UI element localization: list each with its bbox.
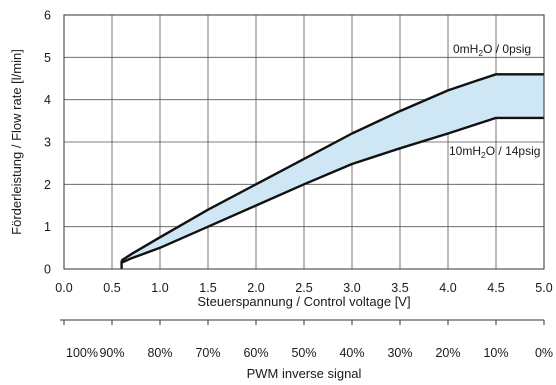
flow-band-area bbox=[121, 74, 544, 263]
series-label-0psig-b: O / 0psig bbox=[483, 42, 531, 56]
x-tick-label: 3.5 bbox=[391, 281, 408, 295]
y-tick-label: 3 bbox=[44, 136, 51, 150]
series-label-0psig: 0mH2O / 0psig bbox=[453, 42, 531, 58]
x-axis-title: Steuerspannung / Control voltage [V] bbox=[197, 294, 410, 309]
series-line-1 bbox=[121, 116, 544, 264]
y-tick-labels: 0 1 2 3 4 5 6 bbox=[44, 9, 51, 277]
x-tick-label: 1.5 bbox=[199, 281, 216, 295]
pwm-tick-label: 80% bbox=[147, 346, 172, 360]
x-tick-label: 0.5 bbox=[103, 281, 120, 295]
flow-band bbox=[121, 74, 544, 263]
y-tick-label: 4 bbox=[44, 93, 51, 107]
pwm-tick-label: 20% bbox=[435, 346, 460, 360]
series-label-0psig-a: 0mH bbox=[453, 42, 478, 56]
series-label-14psig: 10mH2O / 14psig bbox=[449, 144, 540, 160]
x-tick-label: 5.0 bbox=[535, 281, 552, 295]
x-tick-label: 0.0 bbox=[55, 281, 72, 295]
x-tick-label: 2.5 bbox=[295, 281, 312, 295]
y-tick-label: 2 bbox=[44, 178, 51, 192]
plot-frame bbox=[63, 14, 545, 270]
x-tick-labels: 0.0 0.5 1.0 1.5 2.0 2.5 3.0 3.5 4.0 4.5 5.0 bbox=[55, 281, 552, 295]
series-label-14psig-b: O / 14psig bbox=[486, 144, 541, 158]
x-tick-label: 3.0 bbox=[343, 281, 360, 295]
pwm-tick-label: 60% bbox=[243, 346, 268, 360]
series-label-14psig-sub: 2 bbox=[481, 150, 486, 160]
pwm-axis: 100% 90% 80% 70% 60% 50% 40% 30% 20% 10% 0% bbox=[60, 319, 553, 360]
series-line-0 bbox=[120, 73, 544, 262]
plot-border bbox=[63, 14, 545, 270]
y-tick-label: 6 bbox=[44, 9, 51, 23]
series-label-14psig-a: 10mH bbox=[449, 144, 481, 158]
y-axis-title: Förderleistung / Flow rate [l/min] bbox=[9, 49, 24, 235]
pwm-tick-label: 10% bbox=[483, 346, 508, 360]
pwm-tick-label: 0% bbox=[535, 346, 553, 360]
pwm-tick-label: 70% bbox=[195, 346, 220, 360]
pwm-tick-label: 50% bbox=[291, 346, 316, 360]
series-label-0psig-sub: 2 bbox=[478, 48, 483, 58]
pwm-tick-label: 30% bbox=[387, 346, 412, 360]
x-tick-label: 2.0 bbox=[247, 281, 264, 295]
x-tick-label: 4.0 bbox=[439, 281, 456, 295]
pwm-tick-label: 40% bbox=[339, 346, 364, 360]
x-tick-label: 4.5 bbox=[487, 281, 504, 295]
pwm-tick-label: 90% bbox=[99, 346, 124, 360]
y-tick-label: 0 bbox=[44, 263, 51, 277]
series-lines bbox=[120, 73, 544, 269]
pwm-axis-title: PWM inverse signal bbox=[247, 366, 362, 381]
x-tick-label: 1.0 bbox=[151, 281, 168, 295]
pwm-tick-label: 100% bbox=[66, 346, 98, 360]
y-tick-label: 5 bbox=[44, 51, 51, 65]
y-tick-label: 1 bbox=[44, 220, 51, 234]
